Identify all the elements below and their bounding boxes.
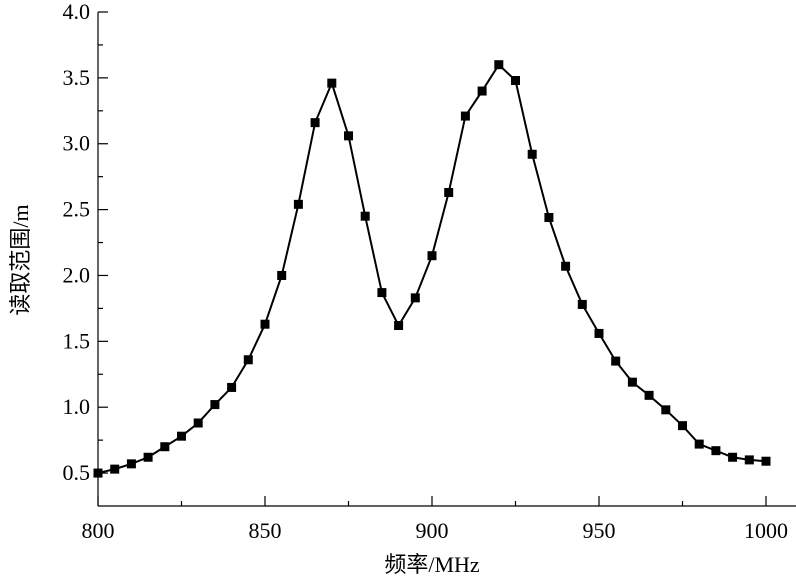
x-tick-label: 850: [249, 518, 282, 543]
marker: [110, 464, 120, 474]
marker: [93, 468, 103, 478]
marker: [728, 452, 738, 462]
marker: [427, 251, 437, 261]
marker: [360, 211, 370, 221]
y-tick-label: 2.5: [63, 197, 91, 222]
marker: [644, 390, 654, 400]
marker: [177, 431, 186, 441]
marker: [193, 418, 203, 428]
marker: [577, 299, 587, 309]
marker: [627, 377, 637, 387]
marker: [444, 187, 454, 197]
marker: [744, 455, 754, 465]
marker: [227, 382, 237, 392]
marker: [527, 149, 537, 159]
marker: [143, 452, 153, 462]
marker: [243, 355, 253, 365]
marker: [594, 328, 604, 338]
marker: [511, 76, 520, 86]
y-tick-label: 2.0: [63, 262, 91, 287]
y-tick-label: 3.5: [63, 65, 91, 90]
marker: [477, 86, 487, 96]
marker: [126, 459, 136, 469]
marker: [260, 319, 270, 329]
x-tick-label: 950: [583, 518, 616, 543]
marker: [410, 293, 420, 303]
x-axis-label: 频率/MHz: [384, 552, 480, 577]
x-tick-label: 900: [416, 518, 449, 543]
marker: [394, 321, 404, 331]
marker: [277, 270, 287, 280]
marker: [310, 118, 320, 128]
marker: [661, 405, 671, 415]
y-tick-label: 3.0: [63, 131, 91, 156]
marker: [694, 439, 704, 449]
marker: [494, 60, 504, 70]
marker: [210, 400, 220, 410]
y-tick-label: 4.0: [63, 0, 91, 24]
marker: [293, 199, 303, 209]
marker: [460, 111, 470, 121]
marker: [678, 421, 687, 431]
marker: [344, 131, 353, 141]
x-tick-label: 800: [82, 518, 115, 543]
marker: [561, 261, 571, 271]
marker: [711, 446, 721, 456]
x-tick-label: 1000: [744, 518, 788, 543]
y-axis-label: 读取范围/m: [8, 204, 33, 315]
y-tick-label: 0.5: [63, 460, 91, 485]
marker: [544, 213, 554, 223]
marker: [160, 442, 170, 452]
marker: [761, 456, 771, 466]
y-tick-label: 1.0: [63, 394, 91, 419]
marker: [377, 288, 387, 298]
y-tick-label: 1.5: [63, 328, 91, 353]
marker: [327, 78, 337, 88]
marker: [611, 356, 621, 366]
